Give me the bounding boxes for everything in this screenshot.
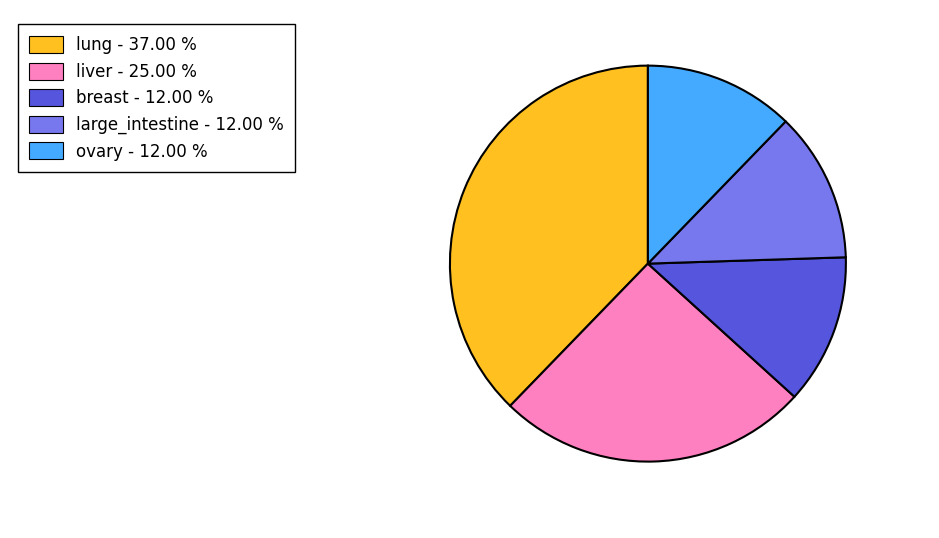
Wedge shape — [648, 257, 846, 397]
Wedge shape — [510, 264, 794, 462]
Legend: lung - 37.00 %, liver - 25.00 %, breast - 12.00 %, large_intestine - 12.00 %, ov: lung - 37.00 %, liver - 25.00 %, breast … — [18, 24, 296, 172]
Wedge shape — [450, 66, 648, 406]
Wedge shape — [648, 122, 846, 264]
Wedge shape — [648, 66, 786, 264]
